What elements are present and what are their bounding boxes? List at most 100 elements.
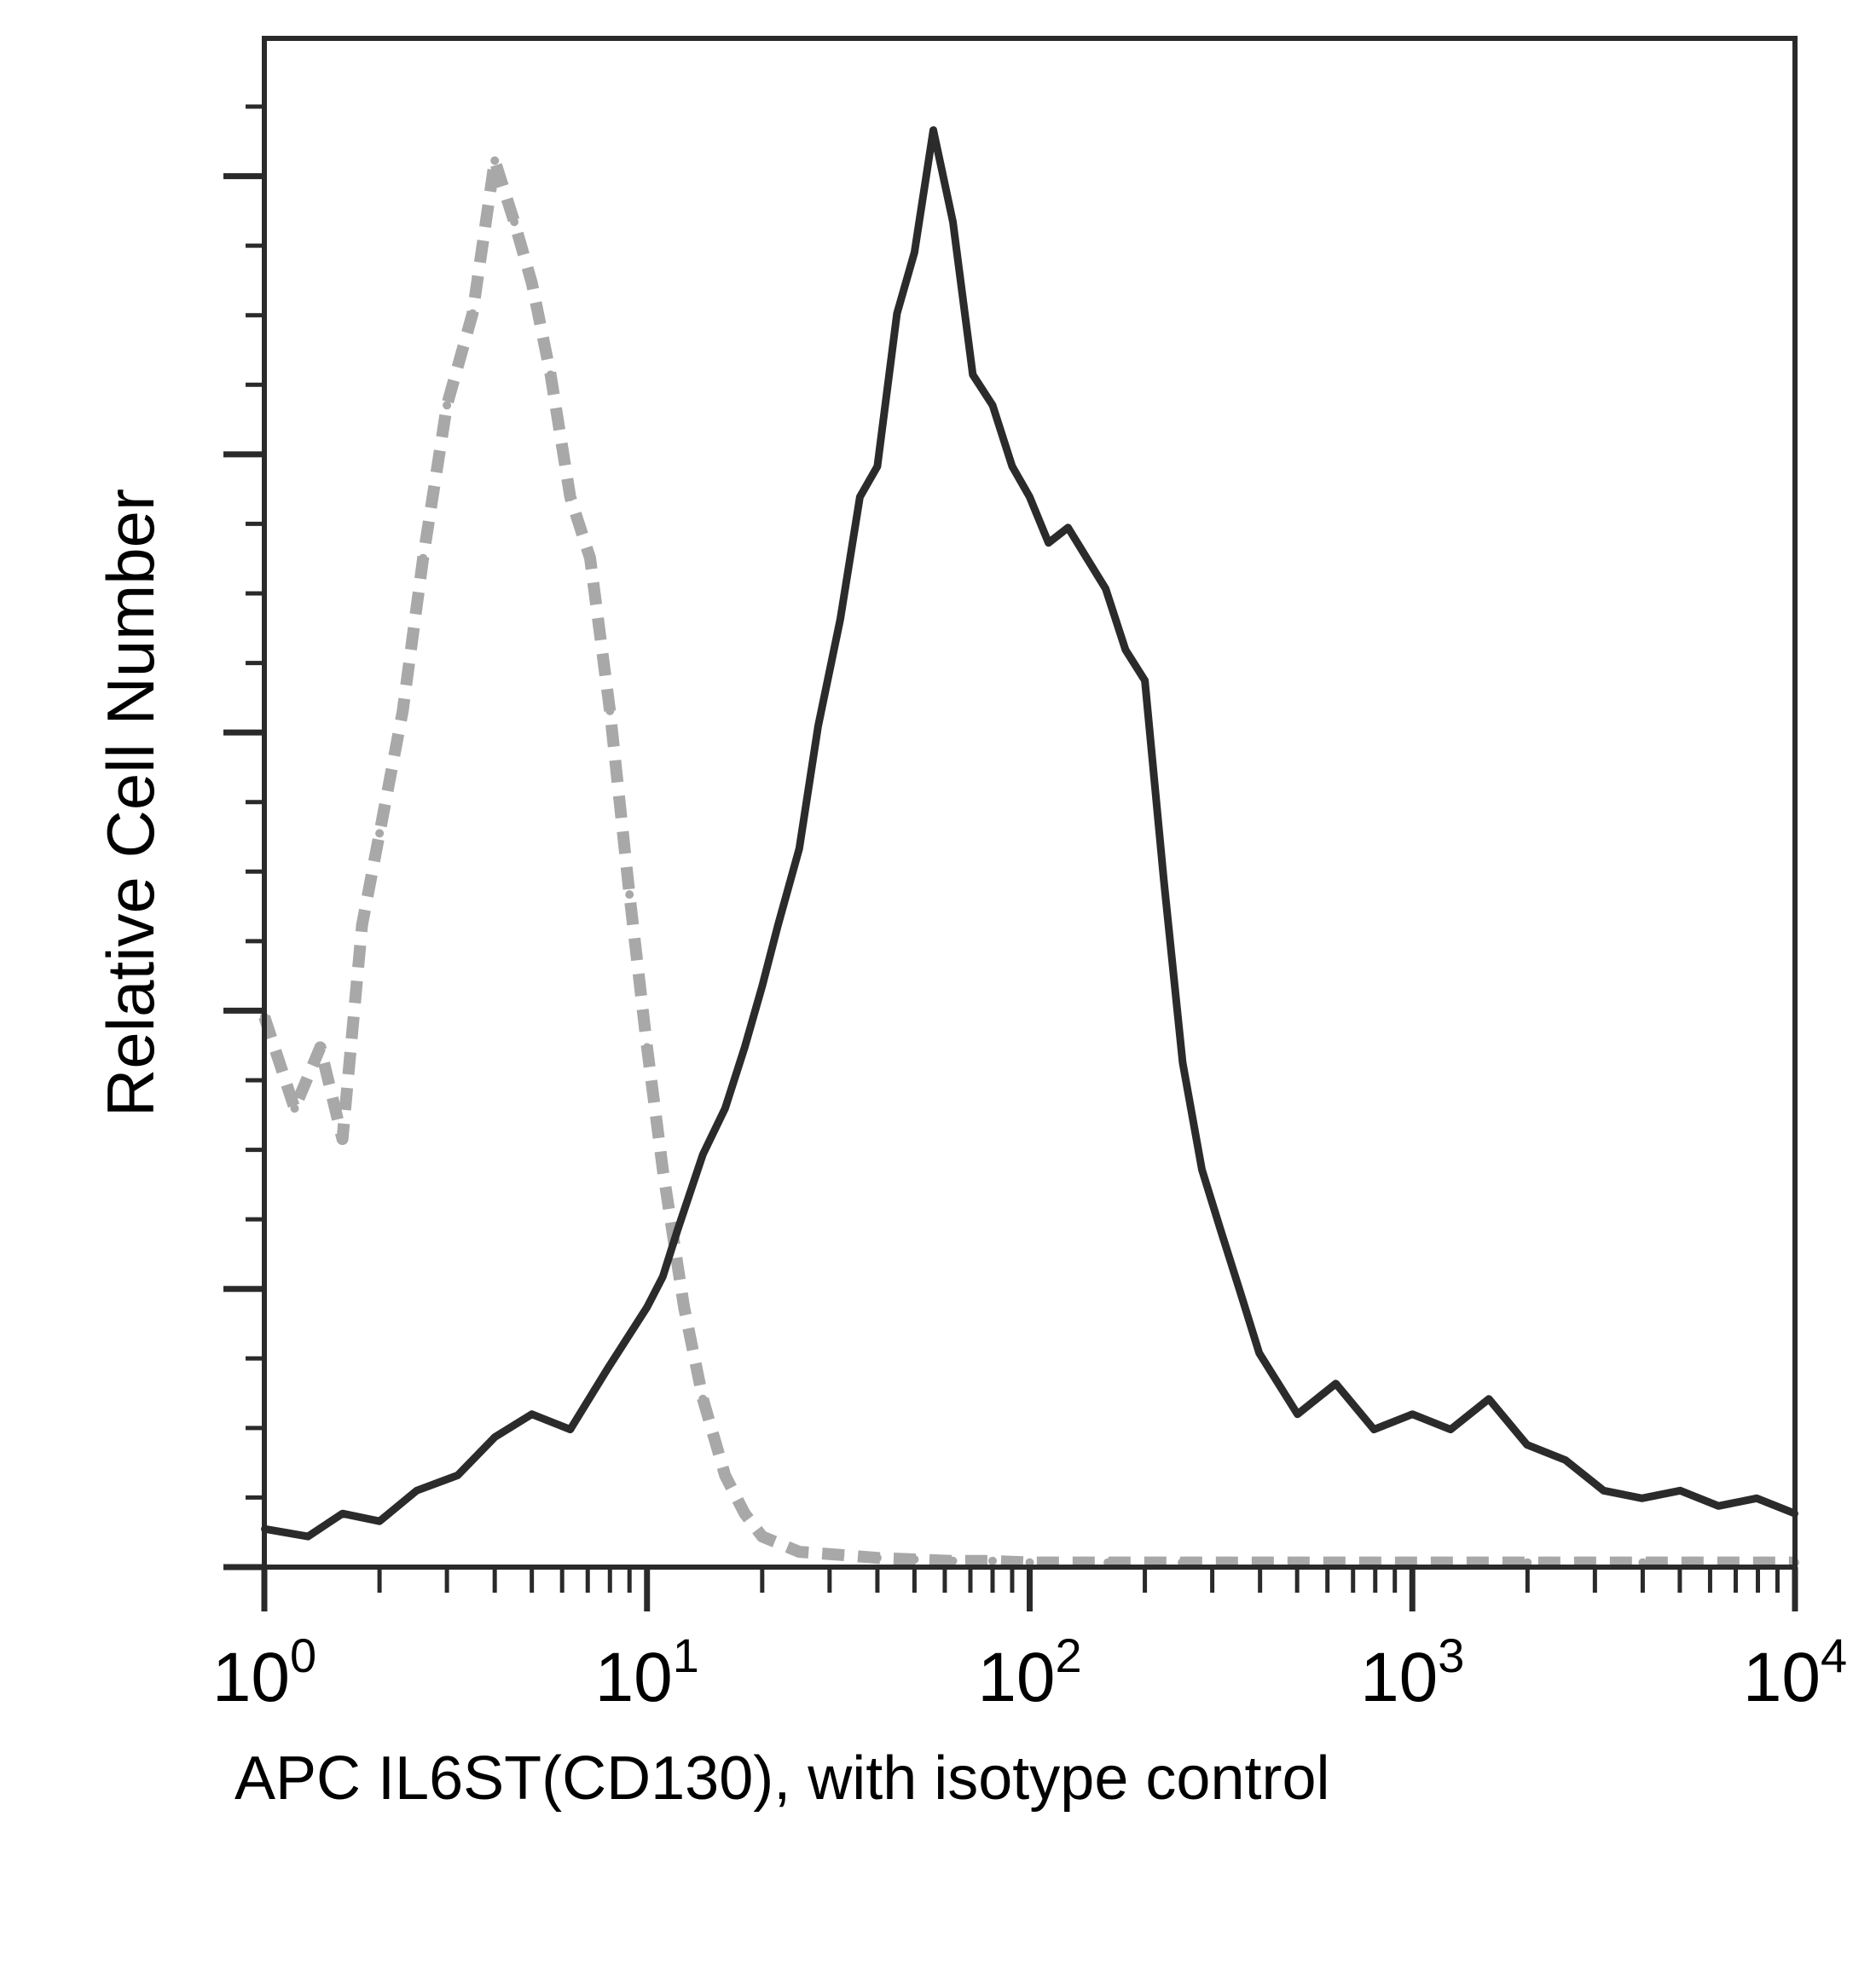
x-tick-label: 100 (212, 1628, 316, 1716)
isotype-point (948, 1556, 958, 1565)
x-tick-label: 102 (977, 1628, 1081, 1716)
sample-point (674, 1227, 681, 1235)
sample-point (1141, 677, 1149, 685)
sample-point (721, 1105, 729, 1113)
sample-point (837, 616, 844, 623)
sample-point (969, 371, 976, 379)
sample-point (413, 1487, 420, 1495)
sample-point (699, 1150, 707, 1158)
sample-point (1561, 1456, 1569, 1464)
sample-point (659, 1273, 667, 1281)
sample-point (304, 1533, 312, 1541)
sample-point (528, 1410, 536, 1418)
isotype-point (398, 706, 408, 715)
sample-point (339, 1510, 346, 1518)
isotype-point (510, 217, 519, 227)
isotype-point (490, 156, 500, 165)
isotype-point (468, 309, 478, 318)
sample-point (929, 126, 937, 134)
sample-point (1217, 1227, 1225, 1235)
isotype-point (316, 1043, 325, 1052)
sample-point (873, 463, 881, 470)
sample-point (1198, 1166, 1206, 1173)
sample-point (893, 309, 900, 317)
isotype-point (375, 829, 385, 838)
x-axis-label: APC IL6ST(CD130), with isotype control (234, 1744, 1330, 1813)
isotype-point (757, 1532, 767, 1542)
x-tick-label: 101 (595, 1628, 699, 1716)
plot-frame (262, 36, 1798, 1570)
isotype-point (357, 920, 367, 929)
sample-point (1753, 1495, 1761, 1502)
isotype-point (338, 1135, 347, 1143)
sample-point (1083, 554, 1091, 562)
sample-point (376, 1518, 384, 1525)
sample-point (1676, 1487, 1684, 1495)
sample-point (1715, 1502, 1723, 1510)
isotype-point (658, 1165, 668, 1174)
isotype-control-series (258, 154, 1795, 1569)
sample-point (643, 1304, 651, 1311)
isotype-point (680, 1303, 689, 1312)
sample-point (491, 1433, 499, 1441)
sample-point (1294, 1410, 1301, 1418)
sample-point (454, 1472, 461, 1479)
isotype-point (872, 1553, 882, 1563)
sample-point (1064, 524, 1072, 531)
sample-point (796, 845, 803, 853)
sample-point (1485, 1395, 1492, 1403)
sample-point (1236, 1288, 1244, 1296)
x-minor-ticks (377, 1567, 1780, 1593)
sample-point (774, 921, 782, 928)
isotype-point (443, 401, 452, 410)
isotype-point (740, 1509, 750, 1518)
x-tick-labels: 100 101 102 103 104 (212, 1628, 1847, 1716)
sample-point (1026, 493, 1034, 500)
isotype-point (795, 1547, 804, 1557)
x-major-ticks (261, 1567, 1798, 1611)
sample-point (814, 722, 822, 730)
isotype-point (586, 553, 594, 563)
isotype-point (988, 1556, 997, 1565)
sample-point (741, 1044, 749, 1051)
isotype-point (698, 1394, 708, 1403)
sample-point (1409, 1410, 1416, 1418)
x-tick-label: 103 (1360, 1628, 1464, 1716)
isotype-point (565, 492, 575, 501)
isotype-point (910, 1555, 919, 1564)
isotype-point (290, 1104, 299, 1114)
sample-point (1045, 539, 1052, 547)
sample-point (1332, 1380, 1340, 1387)
sample-point (1009, 463, 1016, 470)
sample-point (856, 493, 864, 500)
isotype-point (625, 890, 634, 900)
y-axis-label: Relative Cell Number (93, 489, 168, 1117)
isotype-point (642, 1043, 651, 1052)
sample-point (566, 1426, 574, 1433)
x-tick-label: 104 (1743, 1628, 1847, 1716)
sample-point (1370, 1426, 1378, 1433)
isotype-point (721, 1471, 730, 1480)
sample-point (1121, 646, 1129, 654)
sample-point (1600, 1487, 1607, 1495)
sample-point (1102, 585, 1109, 593)
sample-point (758, 982, 766, 990)
isotype-point (546, 370, 555, 379)
sample-point (1160, 876, 1167, 883)
sample-point (1447, 1426, 1455, 1433)
isotype-point (419, 553, 428, 563)
sample-point (604, 1364, 611, 1372)
sample-point (1523, 1441, 1531, 1449)
y-axis-ticks (223, 104, 264, 1571)
sample-point (949, 218, 957, 226)
sample-point (1255, 1350, 1263, 1357)
sample-point (1178, 1059, 1186, 1067)
isotype-point (527, 278, 536, 287)
sample-point (989, 402, 996, 409)
series-layer (258, 126, 1799, 1569)
sample-series (263, 126, 1797, 1541)
isotype-point (605, 706, 615, 715)
sample-point (1638, 1495, 1646, 1502)
isotype-point (836, 1550, 845, 1559)
